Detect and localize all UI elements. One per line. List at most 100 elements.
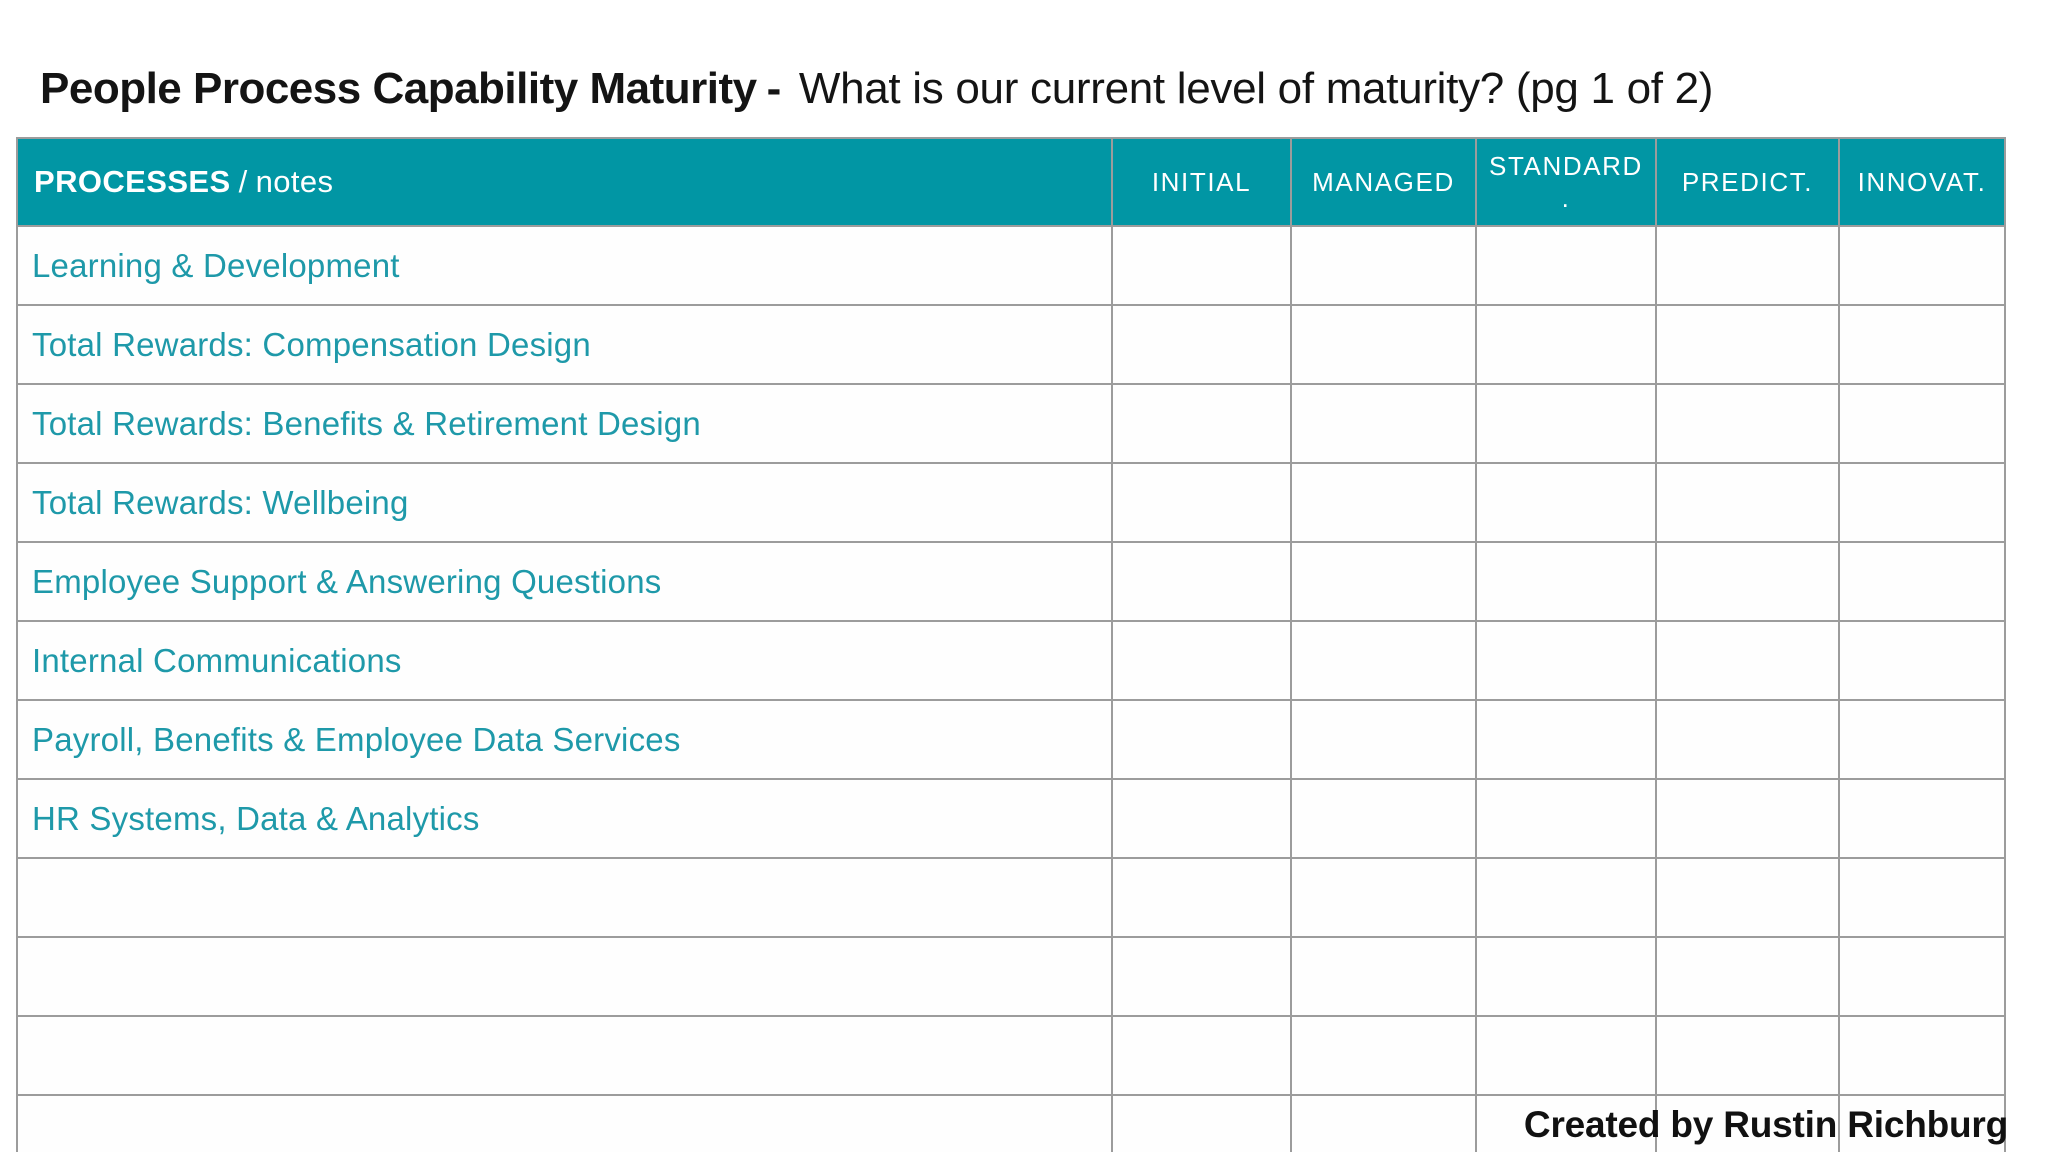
maturity-cell-innovative[interactable]: [1838, 857, 2006, 938]
processes-divider: /: [238, 164, 248, 199]
processes-header-cell[interactable]: PROCESSES / notes: [16, 137, 1113, 227]
maturity-cell-standardized[interactable]: [1475, 778, 1657, 859]
process-cell[interactable]: [16, 1015, 1113, 1096]
maturity-cell-standardized[interactable]: [1475, 1094, 1657, 1152]
maturity-cell-innovative[interactable]: [1838, 383, 2006, 464]
table-row: [16, 1015, 2006, 1096]
maturity-cell-innovative[interactable]: [1838, 541, 2006, 622]
column-header-managed[interactable]: MANAGED: [1290, 137, 1477, 227]
maturity-cell-predictable[interactable]: [1655, 620, 1840, 701]
column-header-innovative[interactable]: INNOVAT.: [1838, 137, 2006, 227]
maturity-cell-initial[interactable]: [1111, 383, 1292, 464]
table-row: Total Rewards: Wellbeing: [16, 462, 2006, 543]
maturity-cell-initial[interactable]: [1111, 699, 1292, 780]
maturity-cell-managed[interactable]: [1290, 304, 1477, 385]
process-label: Employee Support & Answering Questions: [32, 562, 662, 600]
maturity-cell-standardized[interactable]: [1475, 462, 1657, 543]
maturity-cell-standardized[interactable]: [1475, 383, 1657, 464]
maturity-cell-initial[interactable]: [1111, 541, 1292, 622]
column-header-label: MANAGED: [1312, 166, 1455, 197]
maturity-cell-initial[interactable]: [1111, 1015, 1292, 1096]
maturity-cell-predictable[interactable]: [1655, 778, 1840, 859]
maturity-cell-managed[interactable]: [1290, 1015, 1477, 1096]
column-header-initial[interactable]: INITIAL: [1111, 137, 1292, 227]
maturity-cell-initial[interactable]: [1111, 936, 1292, 1017]
page-title: People Process Capability Maturity - What…: [40, 62, 1713, 116]
maturity-cell-managed[interactable]: [1290, 1094, 1477, 1152]
maturity-cell-predictable[interactable]: [1655, 857, 1840, 938]
process-cell[interactable]: [16, 1094, 1113, 1152]
maturity-cell-predictable[interactable]: [1655, 1015, 1840, 1096]
process-cell[interactable]: Employee Support & Answering Questions: [16, 541, 1113, 622]
process-cell[interactable]: Internal Communications: [16, 620, 1113, 701]
table-row: Employee Support & Answering Questions: [16, 541, 2006, 622]
maturity-cell-initial[interactable]: [1111, 778, 1292, 859]
process-cell[interactable]: [16, 857, 1113, 938]
maturity-cell-standardized[interactable]: [1475, 1015, 1657, 1096]
maturity-cell-managed[interactable]: [1290, 541, 1477, 622]
maturity-cell-standardized[interactable]: [1475, 304, 1657, 385]
maturity-cell-managed[interactable]: [1290, 383, 1477, 464]
maturity-cell-innovative[interactable]: [1838, 1094, 2006, 1152]
maturity-table: PROCESSES / notes INITIAL MANAGED STANDARD. P…: [16, 137, 2006, 1152]
maturity-cell-innovative[interactable]: [1838, 1015, 2006, 1096]
column-header-predictable[interactable]: PREDICT.: [1655, 137, 1840, 227]
process-cell[interactable]: Learning & Development: [16, 225, 1113, 306]
process-cell[interactable]: [16, 936, 1113, 1017]
maturity-cell-managed[interactable]: [1290, 778, 1477, 859]
maturity-cell-predictable[interactable]: [1655, 383, 1840, 464]
page-title-question: What is our current level of maturity? (…: [798, 64, 1714, 113]
table-row: Payroll, Benefits & Employee Data Servic…: [16, 699, 2006, 780]
table-row: [16, 936, 2006, 1017]
process-cell[interactable]: HR Systems, Data & Analytics: [16, 778, 1113, 859]
maturity-cell-initial[interactable]: [1111, 304, 1292, 385]
maturity-cell-managed[interactable]: [1290, 857, 1477, 938]
process-label: Learning & Development: [32, 246, 400, 284]
maturity-cell-managed[interactable]: [1290, 620, 1477, 701]
process-label: Total Rewards: Wellbeing: [32, 483, 409, 521]
maturity-cell-innovative[interactable]: [1838, 936, 2006, 1017]
table-row: Total Rewards: Compensation Design: [16, 304, 2006, 385]
process-label: Total Rewards: Compensation Design: [32, 325, 591, 363]
process-cell[interactable]: Total Rewards: Compensation Design: [16, 304, 1113, 385]
maturity-cell-standardized[interactable]: [1475, 620, 1657, 701]
credit-text: Created by Rustin Richburg: [1523, 1104, 2008, 1145]
maturity-cell-predictable[interactable]: [1655, 936, 1840, 1017]
maturity-cell-innovative[interactable]: [1838, 462, 2006, 543]
notes-label: notes: [255, 164, 334, 199]
maturity-cell-initial[interactable]: [1111, 462, 1292, 543]
process-cell[interactable]: Total Rewards: Benefits & Retirement Des…: [16, 383, 1113, 464]
maturity-cell-innovative[interactable]: [1838, 225, 2006, 306]
maturity-cell-innovative[interactable]: [1838, 778, 2006, 859]
column-header-label: INITIAL: [1151, 166, 1252, 197]
maturity-cell-managed[interactable]: [1290, 225, 1477, 306]
maturity-cell-standardized[interactable]: [1475, 541, 1657, 622]
maturity-cell-innovative[interactable]: [1838, 304, 2006, 385]
maturity-cell-standardized[interactable]: [1475, 857, 1657, 938]
maturity-cell-predictable[interactable]: [1655, 541, 1840, 622]
table-row: Learning & Development: [16, 225, 2006, 306]
column-header-standardized[interactable]: STANDARD.: [1475, 137, 1657, 227]
maturity-cell-innovative[interactable]: [1838, 699, 2006, 780]
maturity-cell-initial[interactable]: [1111, 1094, 1292, 1152]
maturity-cell-initial[interactable]: [1111, 620, 1292, 701]
table-header-row: PROCESSES / notes INITIAL MANAGED STANDARD. P…: [16, 137, 2006, 227]
maturity-cell-standardized[interactable]: [1475, 225, 1657, 306]
maturity-cell-predictable[interactable]: [1655, 1094, 1840, 1152]
maturity-cell-initial[interactable]: [1111, 225, 1292, 306]
maturity-cell-standardized[interactable]: [1475, 936, 1657, 1017]
maturity-cell-initial[interactable]: [1111, 857, 1292, 938]
maturity-cell-standardized[interactable]: [1475, 699, 1657, 780]
maturity-cell-managed[interactable]: [1290, 699, 1477, 780]
maturity-cell-predictable[interactable]: [1655, 225, 1840, 306]
maturity-cell-predictable[interactable]: [1655, 699, 1840, 780]
process-label: HR Systems, Data & Analytics: [32, 799, 480, 837]
maturity-cell-predictable[interactable]: [1655, 462, 1840, 543]
process-cell[interactable]: Total Rewards: Wellbeing: [16, 462, 1113, 543]
maturity-cell-predictable[interactable]: [1655, 304, 1840, 385]
maturity-cell-managed[interactable]: [1290, 462, 1477, 543]
maturity-cell-managed[interactable]: [1290, 936, 1477, 1017]
process-cell[interactable]: Payroll, Benefits & Employee Data Servic…: [16, 699, 1113, 780]
maturity-cell-innovative[interactable]: [1838, 620, 2006, 701]
